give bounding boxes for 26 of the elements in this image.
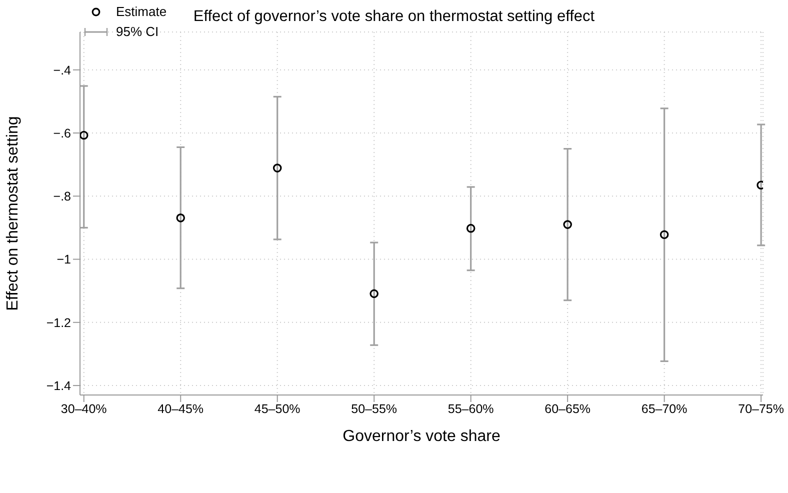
chart-title: Effect of governor’s vote share on thermostat setting effect xyxy=(193,8,595,25)
y-axis-title: Effect on thermostat setting xyxy=(4,116,22,311)
y-tick-label: −.6 xyxy=(53,126,72,140)
legend-label: Estimate xyxy=(116,3,167,21)
x-tick-label: 60–65% xyxy=(544,402,591,416)
point xyxy=(370,289,378,298)
x-tick-label: 30–40% xyxy=(60,402,107,416)
x-tick-label: 50–55% xyxy=(351,402,398,416)
y-tick-label: −.4 xyxy=(53,63,72,78)
y-tick-label: −1.2 xyxy=(46,316,72,330)
point xyxy=(80,130,88,140)
point xyxy=(272,164,282,172)
y-tick-label: −1.4 xyxy=(46,378,72,393)
point xyxy=(176,214,186,222)
point xyxy=(660,230,669,240)
y-tick-label: −1 xyxy=(56,252,72,267)
x-axis-title: Governor’s vote share xyxy=(342,428,500,445)
annotation: 95% CI xyxy=(116,23,159,41)
x-tick-label: 45–50% xyxy=(254,402,300,416)
point xyxy=(466,224,476,233)
x-tick-label: 55–60% xyxy=(448,402,494,416)
y-tick-label: −.8 xyxy=(53,190,72,204)
x-tick-label: 70–75% xyxy=(738,402,784,416)
x-tick-label: 65–70% xyxy=(641,402,688,416)
point xyxy=(563,220,572,229)
x-tick-label: 40–45% xyxy=(158,402,204,416)
